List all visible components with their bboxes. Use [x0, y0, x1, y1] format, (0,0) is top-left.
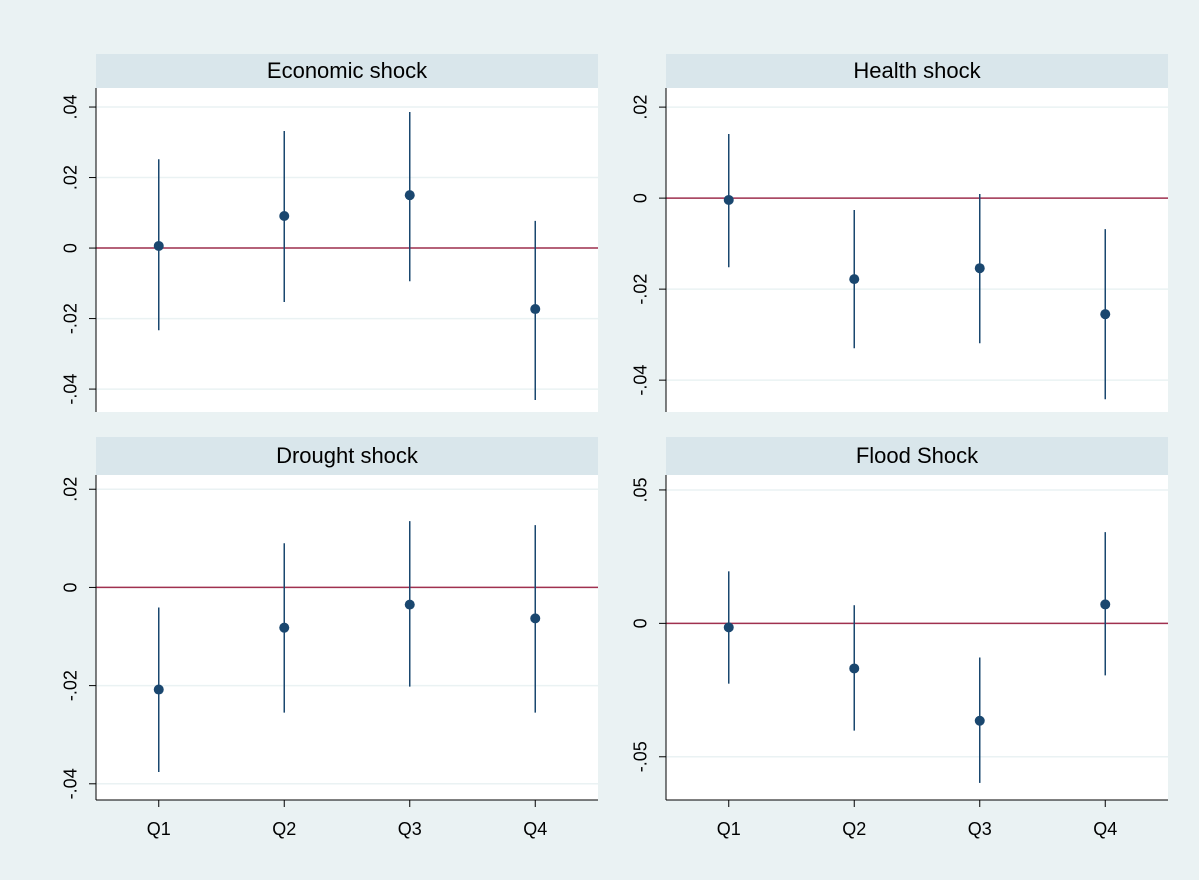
x-tick-label: Q2 — [842, 819, 866, 839]
point-estimate — [974, 263, 985, 274]
point-estimate — [279, 622, 290, 633]
panel-title: Flood Shock — [856, 443, 979, 468]
panel-header — [666, 437, 1168, 475]
point-estimate — [1100, 599, 1111, 610]
y-tick-label: .05 — [631, 477, 651, 502]
y-tick-label: -.05 — [631, 741, 651, 772]
point-estimate — [723, 622, 734, 633]
y-tick-label: 0 — [61, 243, 81, 253]
panel-header — [96, 54, 598, 88]
plot-area — [96, 475, 598, 800]
point-estimate — [723, 194, 734, 205]
y-tick-label: .02 — [61, 477, 81, 502]
y-tick-label: 0 — [631, 193, 651, 203]
y-tick-label: -.04 — [61, 374, 81, 405]
y-tick-label: -.04 — [61, 768, 81, 799]
y-tick-label: .04 — [61, 95, 81, 120]
x-tick-label: Q4 — [523, 819, 547, 839]
point-estimate — [974, 715, 985, 726]
y-tick-label: -.02 — [61, 670, 81, 701]
x-tick-label: Q2 — [272, 819, 296, 839]
point-estimate — [849, 274, 860, 285]
plot-area — [666, 475, 1168, 800]
x-tick-label: Q4 — [1093, 819, 1117, 839]
y-tick-label: 0 — [631, 618, 651, 628]
x-tick-label: Q1 — [717, 819, 741, 839]
x-tick-label: Q3 — [398, 819, 422, 839]
point-estimate — [530, 304, 541, 315]
panel-header — [666, 54, 1168, 88]
x-tick-label: Q3 — [968, 819, 992, 839]
point-estimate — [153, 240, 164, 251]
panel-title: Economic shock — [267, 58, 428, 83]
y-tick-label: -.02 — [61, 303, 81, 334]
plot-area — [666, 88, 1168, 412]
point-estimate — [153, 684, 164, 695]
y-tick-label: .02 — [631, 95, 651, 120]
y-tick-label: -.02 — [631, 274, 651, 305]
panel-title: Drought shock — [276, 443, 419, 468]
panel-title: Health shock — [853, 58, 981, 83]
y-tick-label: .02 — [61, 165, 81, 190]
x-tick-label: Q1 — [147, 819, 171, 839]
point-estimate — [404, 190, 415, 201]
point-estimate — [849, 663, 860, 674]
plot-area — [96, 88, 598, 412]
point-estimate — [404, 599, 415, 610]
point-estimate — [530, 613, 541, 624]
point-estimate — [279, 210, 290, 221]
y-tick-label: -.04 — [631, 365, 651, 396]
point-estimate — [1100, 309, 1111, 320]
y-tick-label: 0 — [61, 582, 81, 592]
panel-header — [96, 437, 598, 475]
